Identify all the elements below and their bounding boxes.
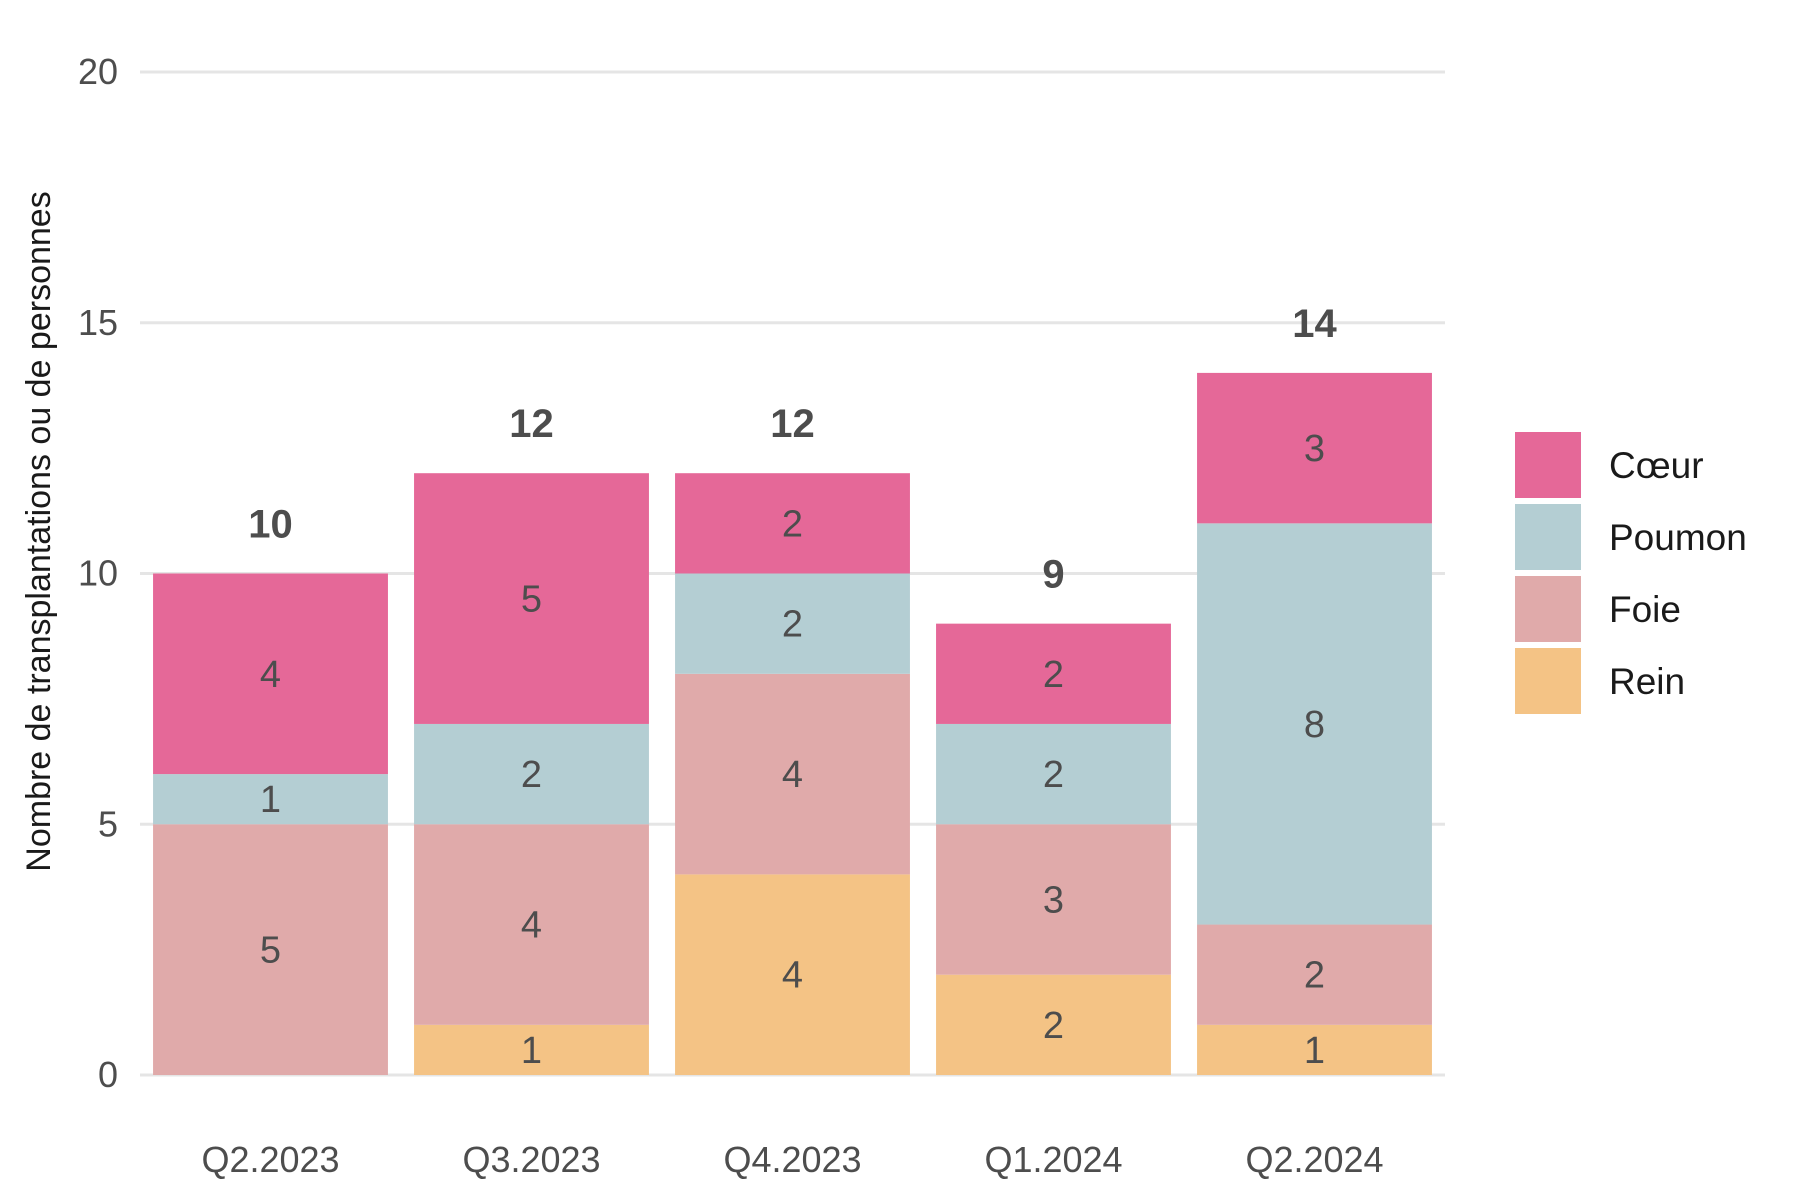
segment-value-label: 4	[260, 654, 281, 696]
y-tick-label: 5	[98, 803, 118, 844]
legend-label: Cœur	[1609, 445, 1704, 486]
x-axis: Q2.2023 Q3.2023 Q4.2023 Q1.2024 Q2.2024	[201, 1139, 1383, 1180]
bar-segment-poumon	[414, 723, 649, 825]
bar-segment-cœur	[414, 473, 649, 724]
legend-swatch-foie	[1515, 576, 1581, 642]
bar-segment-poumon	[936, 723, 1171, 825]
segment-value-label: 1	[521, 1030, 542, 1072]
segment-value-label: 1	[1304, 1030, 1325, 1072]
total-value-label: 10	[248, 503, 293, 547]
data-labels: 5 1 4 1 4 2 5 4 4 2 2 2 3 2 2 1 2 8 3	[260, 428, 1325, 1072]
bar-segment-foie	[1197, 924, 1432, 1025]
x-tick-label: Q1.2024	[984, 1139, 1122, 1180]
total-labels: 10 12 12 9 14	[248, 302, 1337, 597]
bar-segment-rein	[936, 974, 1171, 1075]
legend-swatch-poumon	[1515, 504, 1581, 570]
segment-value-label: 8	[1304, 704, 1325, 746]
bar-segment-foie	[936, 824, 1171, 975]
x-tick-label: Q2.2024	[1245, 1139, 1383, 1180]
segment-value-label: 4	[521, 905, 542, 947]
bar-segment-poumon	[1197, 523, 1432, 925]
x-tick-label: Q3.2023	[462, 1139, 600, 1180]
total-value-label: 14	[1292, 302, 1337, 346]
y-axis-title: Nombre de transplantations ou de personn…	[20, 191, 58, 871]
bar-segment-cœur	[1197, 372, 1432, 524]
bar-segment-cœur	[675, 473, 910, 574]
legend-label: Rein	[1609, 661, 1685, 702]
bar-segment-cœur	[153, 573, 388, 775]
segment-value-label: 4	[782, 754, 803, 796]
legend-swatch-cœur	[1515, 432, 1581, 498]
y-tick-label: 20	[78, 51, 118, 92]
bar-segment-foie	[414, 824, 649, 1025]
total-value-label: 12	[770, 402, 815, 446]
segment-value-label: 2	[1304, 955, 1325, 997]
segment-value-label: 2	[782, 604, 803, 646]
bar-segment-cœur	[936, 623, 1171, 724]
segment-value-label: 2	[521, 754, 542, 796]
total-value-label: 12	[509, 402, 554, 446]
bars	[153, 372, 1432, 1075]
segment-value-label: 4	[782, 955, 803, 997]
legend-swatch-rein	[1515, 648, 1581, 714]
y-tick-label: 0	[98, 1054, 118, 1095]
bar-segment-rein	[414, 1024, 649, 1075]
bar-segment-poumon	[153, 774, 388, 825]
bar-segment-rein	[1197, 1024, 1432, 1075]
segment-value-label: 1	[260, 779, 281, 821]
segment-value-label: 3	[1043, 879, 1064, 921]
bar-segment-foie	[675, 673, 910, 875]
x-tick-label: Q2.2023	[201, 1139, 339, 1180]
legend: Cœur Poumon Foie Rein	[1515, 432, 1747, 714]
y-tick-label: 15	[78, 302, 118, 343]
segment-value-label: 2	[1043, 1005, 1064, 1047]
segment-value-label: 2	[1043, 754, 1064, 796]
segment-value-label: 5	[521, 579, 542, 621]
segment-value-label: 2	[1043, 654, 1064, 696]
y-axis: 0 5 10 15 20	[78, 51, 118, 1095]
segment-value-label: 5	[260, 930, 281, 972]
x-tick-label: Q4.2023	[723, 1139, 861, 1180]
bar-segment-rein	[675, 874, 910, 1075]
total-value-label: 9	[1042, 553, 1064, 597]
segment-value-label: 2	[782, 503, 803, 545]
bar-segment-poumon	[675, 573, 910, 674]
legend-label: Foie	[1609, 589, 1681, 630]
y-tick-label: 10	[78, 553, 118, 594]
bar-segment-foie	[153, 824, 388, 1075]
legend-label: Poumon	[1609, 517, 1747, 558]
segment-value-label: 3	[1304, 428, 1325, 470]
